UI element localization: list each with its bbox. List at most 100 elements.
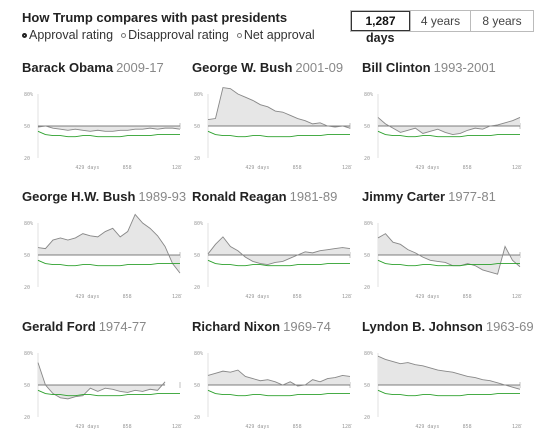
president-years: 2009-17: [116, 60, 164, 75]
y-tick-label: 50: [194, 383, 200, 389]
president-approval-line: [37, 125, 181, 132]
president-name: Ronald Reagan: [192, 189, 287, 204]
approval-line-chart: 80% 50 20 429 days 858 1287: [194, 351, 352, 430]
y-tick-label: 20: [194, 285, 200, 291]
president-panel[interactable]: Bill Clinton 1993-2001 80% 50 20 429 days 858 1…: [362, 60, 522, 171]
president-years: 1981-89: [289, 189, 338, 204]
approval-line-chart: 80% 50 20 429 days 858 1287: [194, 221, 352, 300]
x-tick-label: 1287: [342, 294, 352, 300]
president-panel[interactable]: Lyndon B. Johnson 1963-69 80% 50 20 429 days 8…: [362, 319, 534, 430]
president-name: Jimmy Carter: [362, 189, 446, 204]
x-tick-label: 429 days: [75, 424, 99, 430]
president-panel[interactable]: Barack Obama 2009-17 80% 50 20 429 days 858 128…: [22, 60, 182, 171]
president-heading: George W. Bush 2001-09: [192, 60, 343, 75]
radio-net-approval[interactable]: Net approval: [236, 28, 315, 42]
president-name: Bill Clinton: [362, 60, 431, 75]
trump-approval-line: [207, 130, 350, 138]
trump-approval-line: [377, 259, 520, 267]
approval-area-fill: [38, 362, 166, 399]
y-tick-label: 80%: [364, 351, 373, 357]
x-tick-label: 1287: [172, 165, 182, 171]
y-tick-label: 50: [194, 253, 200, 259]
president-approval-line: [37, 213, 181, 274]
president-approval-line: [207, 369, 351, 387]
x-tick-label: 1287: [512, 165, 522, 171]
y-tick-label: 80%: [194, 92, 203, 98]
x-tick-label: 858: [293, 294, 302, 300]
x-tick-label: 429 days: [415, 424, 439, 430]
x-tick-label: 858: [123, 165, 132, 171]
approval-area-fill: [378, 356, 520, 390]
y-tick-label: 80%: [194, 221, 203, 227]
president-approval-line: [37, 362, 166, 400]
x-tick-label: 429 days: [415, 294, 439, 300]
toggle-4-years-button[interactable]: 4 years: [411, 11, 471, 31]
president-name: Gerald Ford: [22, 319, 96, 334]
approval-line-chart: 80% 50 20 429 days 858 1287: [24, 351, 182, 430]
y-tick-label: 80%: [364, 92, 373, 98]
toggle-1287-days-button[interactable]: 1,287: [351, 11, 411, 31]
radio-approval-rating[interactable]: Approval rating: [22, 28, 113, 42]
y-tick-label: 80%: [194, 351, 203, 357]
y-tick-label: 20: [364, 415, 370, 421]
y-tick-label: 50: [364, 383, 370, 389]
radio-unselected-icon: [236, 32, 242, 38]
radio-label: Disapproval rating: [128, 28, 229, 42]
x-tick-label: 429 days: [415, 165, 439, 171]
x-tick-label: 858: [293, 165, 302, 171]
president-heading: Lyndon B. Johnson 1963-69: [362, 319, 534, 334]
approval-line-chart: 80% 50 20 429 days 858 1287: [364, 351, 522, 430]
y-tick-label: 50: [24, 124, 30, 130]
x-tick-label: 858: [293, 424, 302, 430]
y-tick-label: 50: [24, 253, 30, 259]
y-tick-label: 50: [364, 253, 370, 259]
time-range-toggle: 1,287 4 years 8 years: [350, 10, 534, 32]
trump-approval-line: [37, 389, 180, 397]
president-panel[interactable]: Jimmy Carter 1977-81 80% 50 20 429 days 858 128…: [362, 189, 522, 300]
metric-radio-group: Approval rating Disapproval rating Net a…: [22, 28, 323, 42]
president-years: 1974-77: [98, 319, 147, 334]
y-tick-label: 50: [194, 124, 200, 130]
y-tick-label: 20: [194, 415, 200, 421]
y-tick-label: 80%: [24, 351, 33, 357]
radio-label: Net approval: [243, 28, 315, 42]
president-name: Richard Nixon: [192, 319, 281, 334]
president-panel[interactable]: Ronald Reagan 1981-89 80% 50 20 429 days 858 12…: [192, 189, 352, 300]
y-tick-label: 20: [24, 415, 30, 421]
president-years: 1977-81: [448, 189, 496, 204]
approval-area-fill: [208, 87, 350, 129]
x-tick-label: 429 days: [75, 294, 99, 300]
y-tick-label: 20: [194, 156, 200, 162]
toggle-8-years-button[interactable]: 8 years: [482, 14, 522, 28]
x-tick-label: 858: [463, 294, 472, 300]
president-approval-line: [207, 87, 351, 129]
y-tick-label: 20: [24, 285, 30, 291]
president-years: 1993-2001: [433, 60, 496, 75]
y-tick-label: 20: [364, 156, 370, 162]
approval-line-chart: 80% 50 20 429 days 858 1287: [24, 213, 182, 300]
y-tick-label: 80%: [364, 221, 373, 227]
president-heading: Barack Obama 2009-17: [22, 60, 164, 75]
x-tick-label: 1287: [342, 424, 352, 430]
x-tick-label: 858: [123, 294, 132, 300]
president-years: 2001-09: [295, 60, 344, 75]
trump-approval-line: [377, 130, 520, 138]
approval-line-chart: 80% 50 20 429 days 858 1287: [24, 92, 182, 171]
page-title: How Trump compares with past presidents: [22, 10, 288, 25]
trump-approval-line: [377, 389, 520, 397]
approval-area-fill: [378, 233, 520, 275]
president-panel[interactable]: Richard Nixon 1969-74 80% 50 20 429 days 858 12…: [192, 319, 352, 430]
radio-disapproval-rating[interactable]: Disapproval rating: [121, 28, 229, 42]
president-approval-line: [377, 233, 521, 275]
president-panel[interactable]: George H.W. Bush 1989-93 80% 50 20 429 days 85…: [22, 189, 186, 300]
president-panel[interactable]: George W. Bush 2001-09 80% 50 20 429 days 858 1…: [192, 60, 352, 171]
president-approval-line: [207, 236, 351, 266]
president-heading: Richard Nixon 1969-74: [192, 319, 331, 334]
x-tick-label: 429 days: [245, 165, 269, 171]
approval-line-chart: 80% 50 20 429 days 858 1287: [364, 92, 522, 171]
approval-area-fill: [208, 370, 350, 387]
trump-approval-line: [37, 259, 180, 267]
president-years: 1989-93: [138, 189, 187, 204]
x-tick-label: 1287: [172, 294, 182, 300]
